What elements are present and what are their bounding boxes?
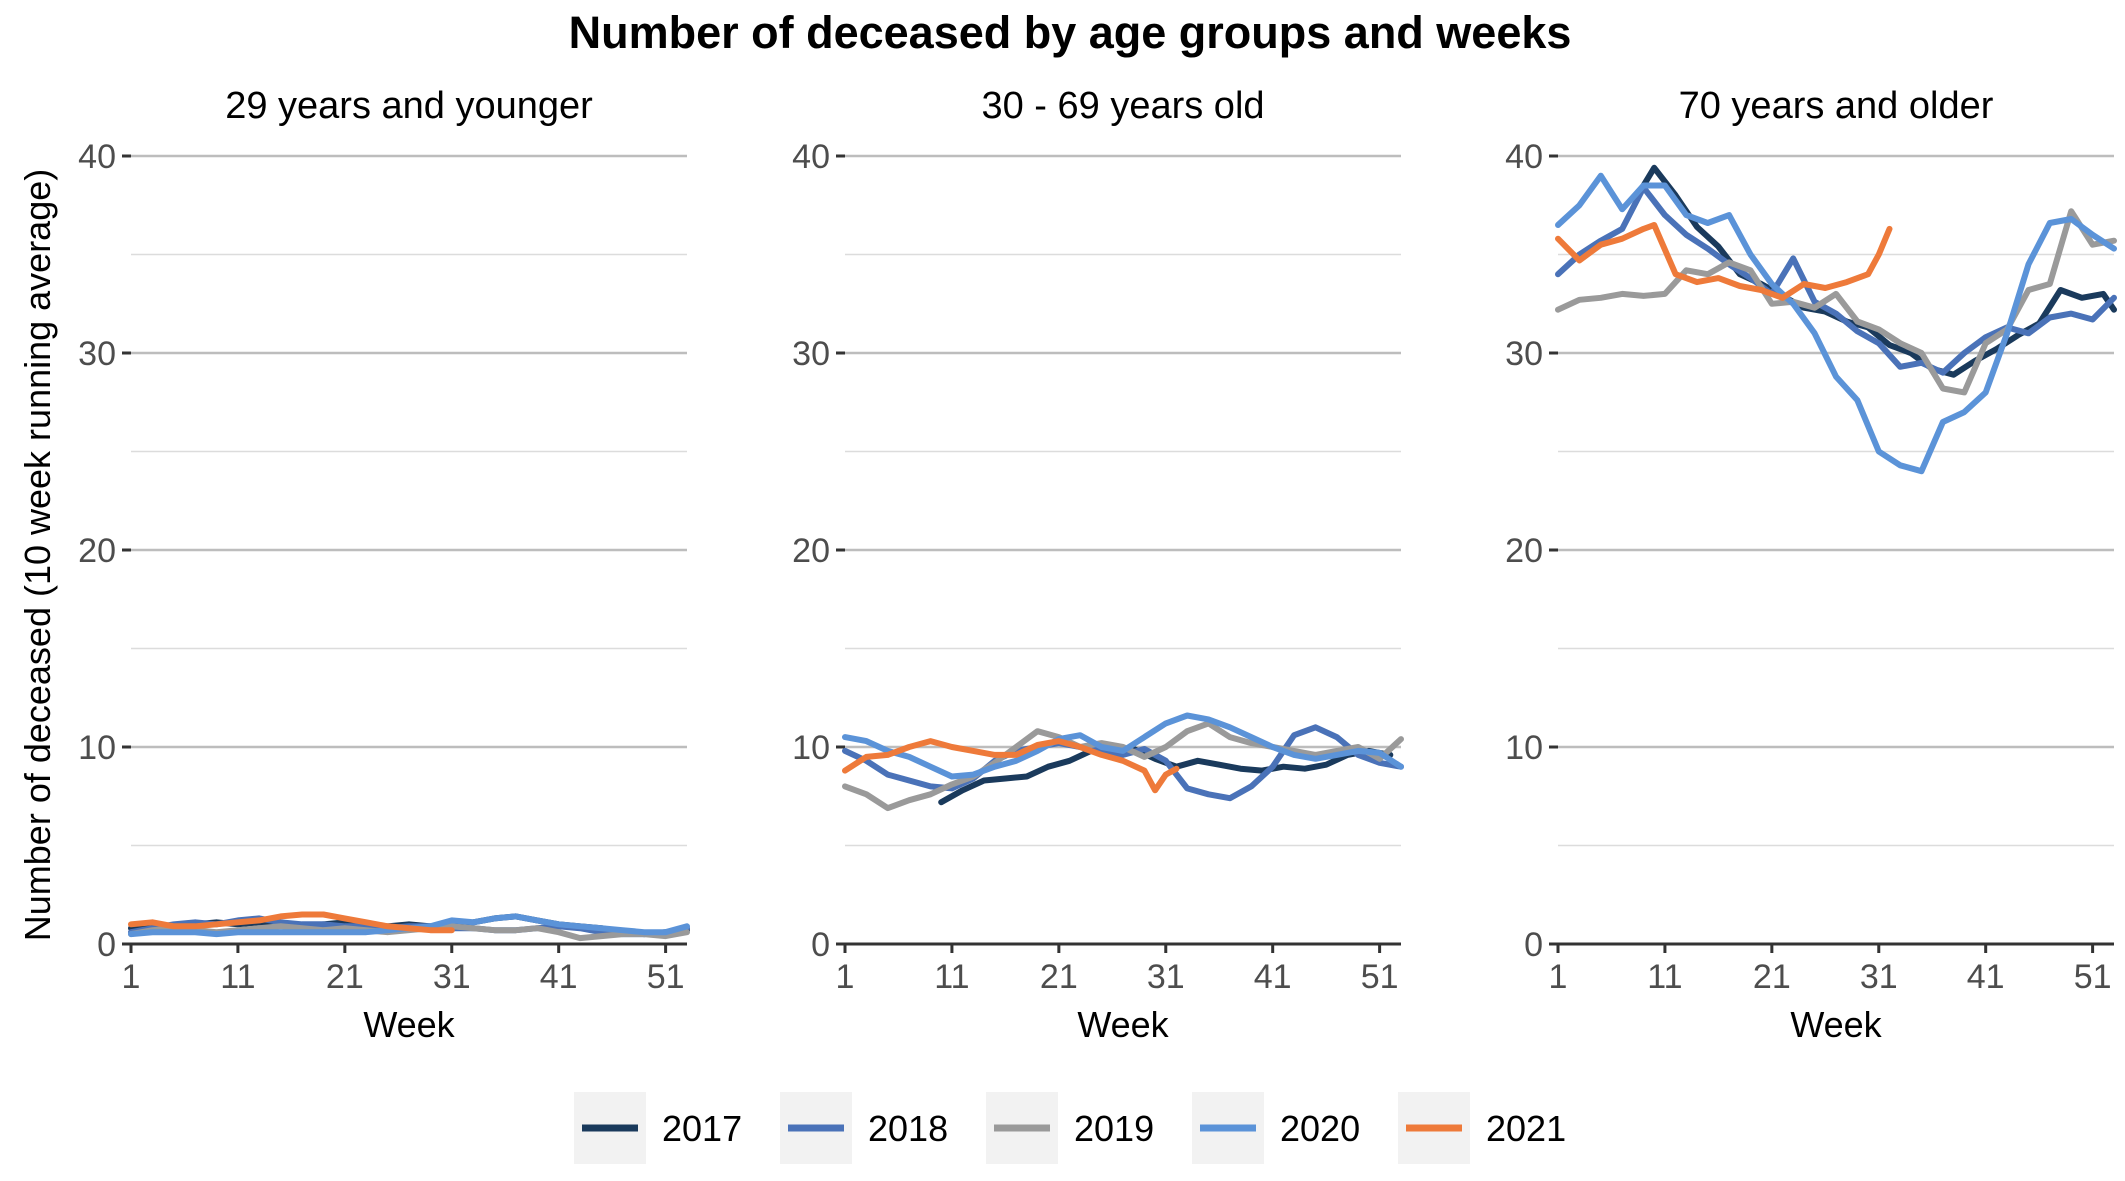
series-line-2017 bbox=[1640, 164, 2117, 378]
series-line-2018 bbox=[842, 724, 1404, 802]
y-tick-label: 0 bbox=[97, 926, 116, 964]
x-tick-label: 1 bbox=[1549, 958, 1568, 996]
legend-label: 2021 bbox=[1486, 1108, 1566, 1149]
series-line-2021 bbox=[1555, 222, 1893, 301]
series-line-2019 bbox=[1555, 208, 2117, 396]
chart-title: Number of deceased by age groups and wee… bbox=[569, 7, 1572, 58]
panel-title: 70 years and older bbox=[1679, 85, 1994, 127]
y-tick-label: 10 bbox=[78, 729, 116, 767]
x-tick-label: 1 bbox=[122, 958, 141, 996]
x-axis-title: Week bbox=[363, 1004, 455, 1045]
y-tick-label: 40 bbox=[792, 138, 830, 176]
x-tick-label: 41 bbox=[1254, 958, 1292, 996]
legend-label: 2018 bbox=[868, 1108, 948, 1149]
legend-label: 2020 bbox=[1280, 1108, 1360, 1149]
x-tick-label: 51 bbox=[647, 958, 685, 996]
y-tick-label: 10 bbox=[1505, 729, 1543, 767]
legend-item-2021: 2021 bbox=[1398, 1092, 1566, 1164]
x-tick-label: 1 bbox=[836, 958, 855, 996]
series-line-2018 bbox=[1555, 184, 2117, 376]
y-tick-label: 10 bbox=[792, 729, 830, 767]
legend-item-2017: 2017 bbox=[574, 1092, 742, 1164]
x-tick-label: 21 bbox=[1040, 958, 1078, 996]
series-line-2021 bbox=[842, 738, 1180, 794]
x-tick-label: 11 bbox=[220, 958, 255, 996]
legend-label: 2019 bbox=[1074, 1108, 1154, 1149]
x-axis-title: Week bbox=[1077, 1004, 1169, 1045]
y-tick-label: 30 bbox=[78, 335, 116, 373]
y-tick-label: 30 bbox=[1505, 335, 1543, 373]
x-tick-label: 21 bbox=[326, 958, 364, 996]
x-tick-label: 51 bbox=[1361, 958, 1399, 996]
x-tick-label: 11 bbox=[1647, 958, 1682, 996]
y-tick-label: 20 bbox=[792, 532, 830, 570]
x-tick-label: 41 bbox=[540, 958, 578, 996]
panel-title: 29 years and younger bbox=[225, 85, 593, 127]
x-tick-label: 31 bbox=[433, 958, 471, 996]
y-tick-label: 0 bbox=[811, 926, 830, 964]
x-tick-label: 41 bbox=[1967, 958, 2005, 996]
legend-item-2020: 2020 bbox=[1192, 1092, 1360, 1164]
y-tick-label: 0 bbox=[1524, 926, 1543, 964]
y-tick-label: 40 bbox=[1505, 138, 1543, 176]
y-tick-label: 40 bbox=[78, 138, 116, 176]
x-tick-label: 31 bbox=[1147, 958, 1185, 996]
x-tick-label: 11 bbox=[934, 958, 969, 996]
legend: 2017 2018 2019 2020 2021 bbox=[574, 1092, 1566, 1164]
y-tick-label: 30 bbox=[792, 335, 830, 373]
legend-item-2019: 2019 bbox=[986, 1092, 1154, 1164]
x-tick-label: 51 bbox=[2074, 958, 2112, 996]
x-tick-label: 21 bbox=[1753, 958, 1791, 996]
legend-item-2018: 2018 bbox=[780, 1092, 948, 1164]
y-axis-title: Number of deceased (10 week running aver… bbox=[17, 169, 58, 941]
series-line-2020 bbox=[1555, 172, 2117, 475]
series-line-2019 bbox=[842, 720, 1404, 812]
series-line-2020 bbox=[842, 712, 1404, 780]
y-tick-label: 20 bbox=[78, 532, 116, 570]
x-axis-title: Week bbox=[1790, 1004, 1882, 1045]
y-tick-label: 20 bbox=[1505, 532, 1543, 570]
x-tick-label: 31 bbox=[1860, 958, 1898, 996]
legend-label: 2017 bbox=[662, 1108, 742, 1149]
series-line-2021 bbox=[128, 911, 455, 934]
panel-title: 30 - 69 years old bbox=[981, 85, 1264, 127]
